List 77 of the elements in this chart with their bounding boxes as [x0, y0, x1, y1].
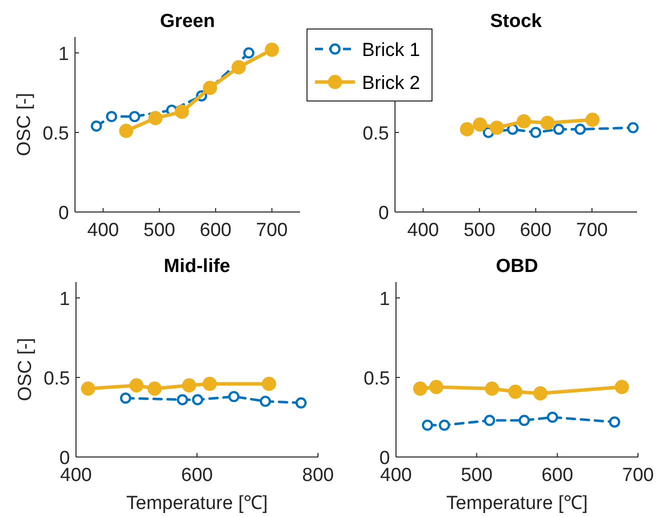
y-tick-label: 1 — [59, 288, 70, 310]
point — [106, 110, 118, 122]
point — [192, 394, 204, 406]
chart-title: Mid-life — [164, 256, 230, 277]
y-tick-label: 0.5 — [44, 368, 70, 390]
point — [546, 412, 558, 423]
point — [262, 376, 276, 391]
legend-label: Brick 1 — [362, 40, 420, 61]
y-tick-label: 0.5 — [362, 123, 389, 144]
x-tick-label: 600 — [541, 465, 574, 486]
point — [553, 124, 564, 135]
point — [472, 117, 488, 132]
point — [413, 381, 428, 396]
point — [518, 414, 530, 426]
point — [243, 47, 254, 59]
point — [264, 42, 279, 57]
y-tick-label: 0 — [58, 203, 69, 224]
y-axis-title: OSC [-] — [14, 92, 35, 156]
x-axis-title: Temperature [℃] — [446, 493, 588, 514]
y-tick-label: 0.5 — [42, 123, 69, 144]
x-tick-label: 400 — [87, 220, 119, 241]
chart-title: Stock — [490, 11, 542, 32]
x-tick-label: 500 — [460, 465, 493, 486]
point — [148, 381, 162, 396]
point — [176, 394, 188, 406]
point — [609, 416, 620, 428]
point — [585, 112, 600, 127]
x-tick-label: 600 — [181, 465, 213, 486]
point — [120, 392, 132, 404]
x-tick-label: 500 — [144, 220, 176, 241]
point — [90, 120, 102, 132]
point — [614, 380, 629, 394]
chart-title: OBD — [496, 256, 538, 277]
point — [533, 386, 548, 400]
point — [202, 80, 218, 96]
point — [202, 376, 217, 391]
point — [484, 414, 496, 426]
x-axis-title: Temperature [℃] — [126, 493, 268, 514]
point — [129, 110, 140, 122]
point — [295, 397, 307, 409]
point — [232, 60, 246, 74]
point — [228, 390, 240, 402]
point — [148, 111, 163, 126]
y-tick-label: 0 — [378, 203, 389, 224]
point — [438, 420, 450, 431]
x-tick-label: 400 — [407, 220, 439, 241]
point — [508, 384, 522, 399]
point — [422, 420, 434, 431]
chart-title: Green — [160, 11, 215, 32]
point — [574, 124, 586, 135]
point — [174, 104, 189, 119]
x-tick-label: 700 — [256, 220, 288, 241]
y-axis-title: OSC [-] — [15, 338, 36, 402]
y-tick-label: 1 — [58, 44, 69, 65]
x-tick-label: 700 — [622, 465, 654, 486]
point — [627, 122, 639, 134]
x-tick-label: 600 — [520, 220, 552, 241]
x-tick-label: 700 — [576, 220, 608, 241]
point — [484, 381, 500, 396]
point — [460, 122, 474, 136]
y-tick-label: 0.5 — [364, 368, 390, 390]
point — [129, 378, 144, 393]
point — [260, 396, 271, 407]
y-tick-label: 1 — [379, 288, 390, 310]
point — [530, 126, 542, 138]
point — [182, 378, 196, 393]
point — [429, 380, 444, 394]
x-tick-label: 600 — [200, 220, 232, 241]
point — [119, 124, 134, 138]
point — [507, 124, 518, 135]
legend-label: Brick 2 — [362, 73, 420, 94]
x-tick-label: 800 — [302, 465, 334, 486]
point — [516, 114, 531, 128]
x-tick-label: 500 — [464, 220, 496, 241]
point — [490, 120, 504, 135]
point — [81, 381, 96, 396]
point — [540, 116, 555, 130]
